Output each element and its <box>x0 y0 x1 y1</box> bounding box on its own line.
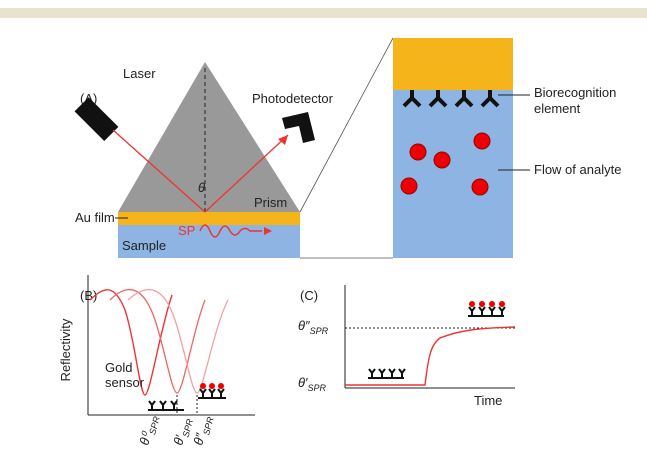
au-film-label: Au film <box>75 210 115 225</box>
prism <box>118 62 300 212</box>
level-label: θ′SPR <box>298 375 327 393</box>
top-band <box>0 8 647 18</box>
angle-label: θ″SPR <box>190 413 215 447</box>
figure: (A) Laser Photodetector θ Prism Au film … <box>0 0 647 448</box>
panel-label: (C) <box>300 288 318 303</box>
sp-label: SP <box>178 223 195 238</box>
sample-label: Sample <box>122 238 166 253</box>
gold-line: Gold <box>105 360 132 375</box>
response-curve <box>345 327 515 385</box>
theta-label: θ <box>198 180 205 195</box>
bound-analytes <box>469 301 505 307</box>
photodetector-label: Photodetector <box>252 91 334 106</box>
level-main: θ″ <box>298 318 310 333</box>
level-sub: SPR <box>310 326 329 336</box>
zoom-sample <box>393 90 513 258</box>
zoom-gold <box>393 38 513 90</box>
level-label: θ″SPR <box>298 318 329 336</box>
bio-line: element <box>534 101 581 116</box>
angle-sub: SPR <box>147 415 162 436</box>
zoom-line <box>300 38 393 212</box>
angle-label: θ⁰SPR <box>136 413 161 448</box>
bio-line: Biorecognition <box>534 85 616 100</box>
gold-line: sensor <box>105 375 145 390</box>
angle-sub: SPR <box>201 415 216 436</box>
bound-analytes <box>200 383 224 389</box>
x-axis-label: Time <box>474 393 502 408</box>
sensor-icons <box>368 307 505 378</box>
prism-label: Prism <box>254 195 287 210</box>
au-film <box>118 212 300 225</box>
y-axis-label: Reflectivity <box>58 318 73 381</box>
flow-label: Flow of analyte <box>534 162 621 177</box>
sensor-icons <box>148 389 226 410</box>
level-sub: SPR <box>308 383 327 393</box>
laser-label: Laser <box>123 66 156 81</box>
